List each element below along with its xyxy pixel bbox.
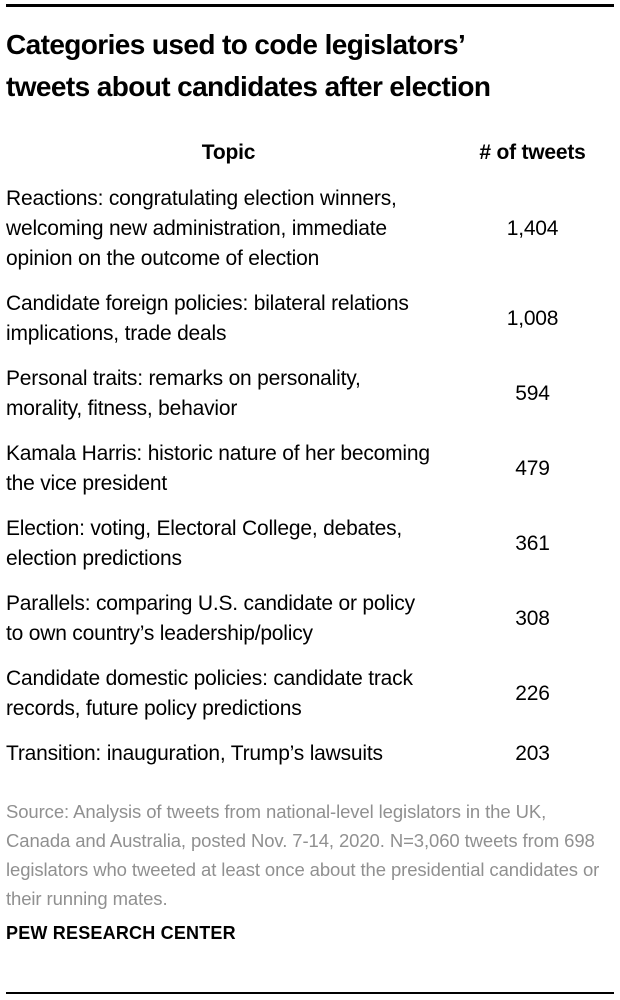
table-row: Candidate domestic policies: candidate t… (6, 664, 614, 724)
topic-cell: Candidate domestic policies: candidate t… (6, 667, 413, 720)
topic-cell: Transition: inauguration, Trump’s lawsui… (6, 742, 383, 765)
pew-research-center-wordmark: PEW RESEARCH CENTER (6, 923, 236, 943)
tweets-column-header: # of tweets (479, 141, 586, 164)
count-cell: 479 (515, 457, 550, 480)
count-cell: 361 (515, 532, 550, 555)
table-row: Kamala Harris: historic nature of her be… (6, 439, 614, 499)
table-header: Topic # of tweets (6, 138, 614, 168)
count-cell: 203 (515, 742, 550, 765)
table-row: Reactions: congratulating election winne… (6, 184, 614, 274)
table-body: Reactions: congratulating election winne… (6, 184, 614, 769)
page-title-line1: Categories used to code legislators’ (6, 29, 466, 60)
table-row: Candidate foreign policies: bilateral re… (6, 289, 614, 349)
source-note: Source: Analysis of tweets from national… (6, 801, 600, 909)
top-rule (6, 4, 614, 7)
count-cell: 226 (515, 682, 550, 705)
bottom-rule (6, 992, 614, 994)
topic-cell: Parallels: comparing U.S. candidate or p… (6, 592, 415, 645)
topic-cell: Reactions: congratulating election winne… (6, 187, 397, 270)
topic-cell: Personal traits: remarks on personality,… (6, 367, 361, 420)
table-row: Transition: inauguration, Trump’s lawsui… (6, 739, 614, 769)
page-title: Categories used to code legislators’ twe… (6, 24, 614, 108)
topic-cell: Kamala Harris: historic nature of her be… (6, 442, 430, 495)
page-title-line2: tweets about candidates after election (6, 71, 491, 102)
topic-cell: Candidate foreign policies: bilateral re… (6, 292, 409, 345)
table-row: Personal traits: remarks on personality,… (6, 364, 614, 424)
table-row: Election: voting, Electoral College, deb… (6, 514, 614, 574)
topic-column-header: Topic (201, 141, 256, 164)
count-cell: 308 (515, 607, 550, 630)
table-row: Parallels: comparing U.S. candidate or p… (6, 589, 614, 649)
count-cell: 1,404 (506, 217, 559, 240)
count-cell: 594 (515, 382, 550, 405)
count-cell: 1,008 (506, 307, 559, 330)
topic-cell: Election: voting, Electoral College, deb… (6, 517, 403, 570)
